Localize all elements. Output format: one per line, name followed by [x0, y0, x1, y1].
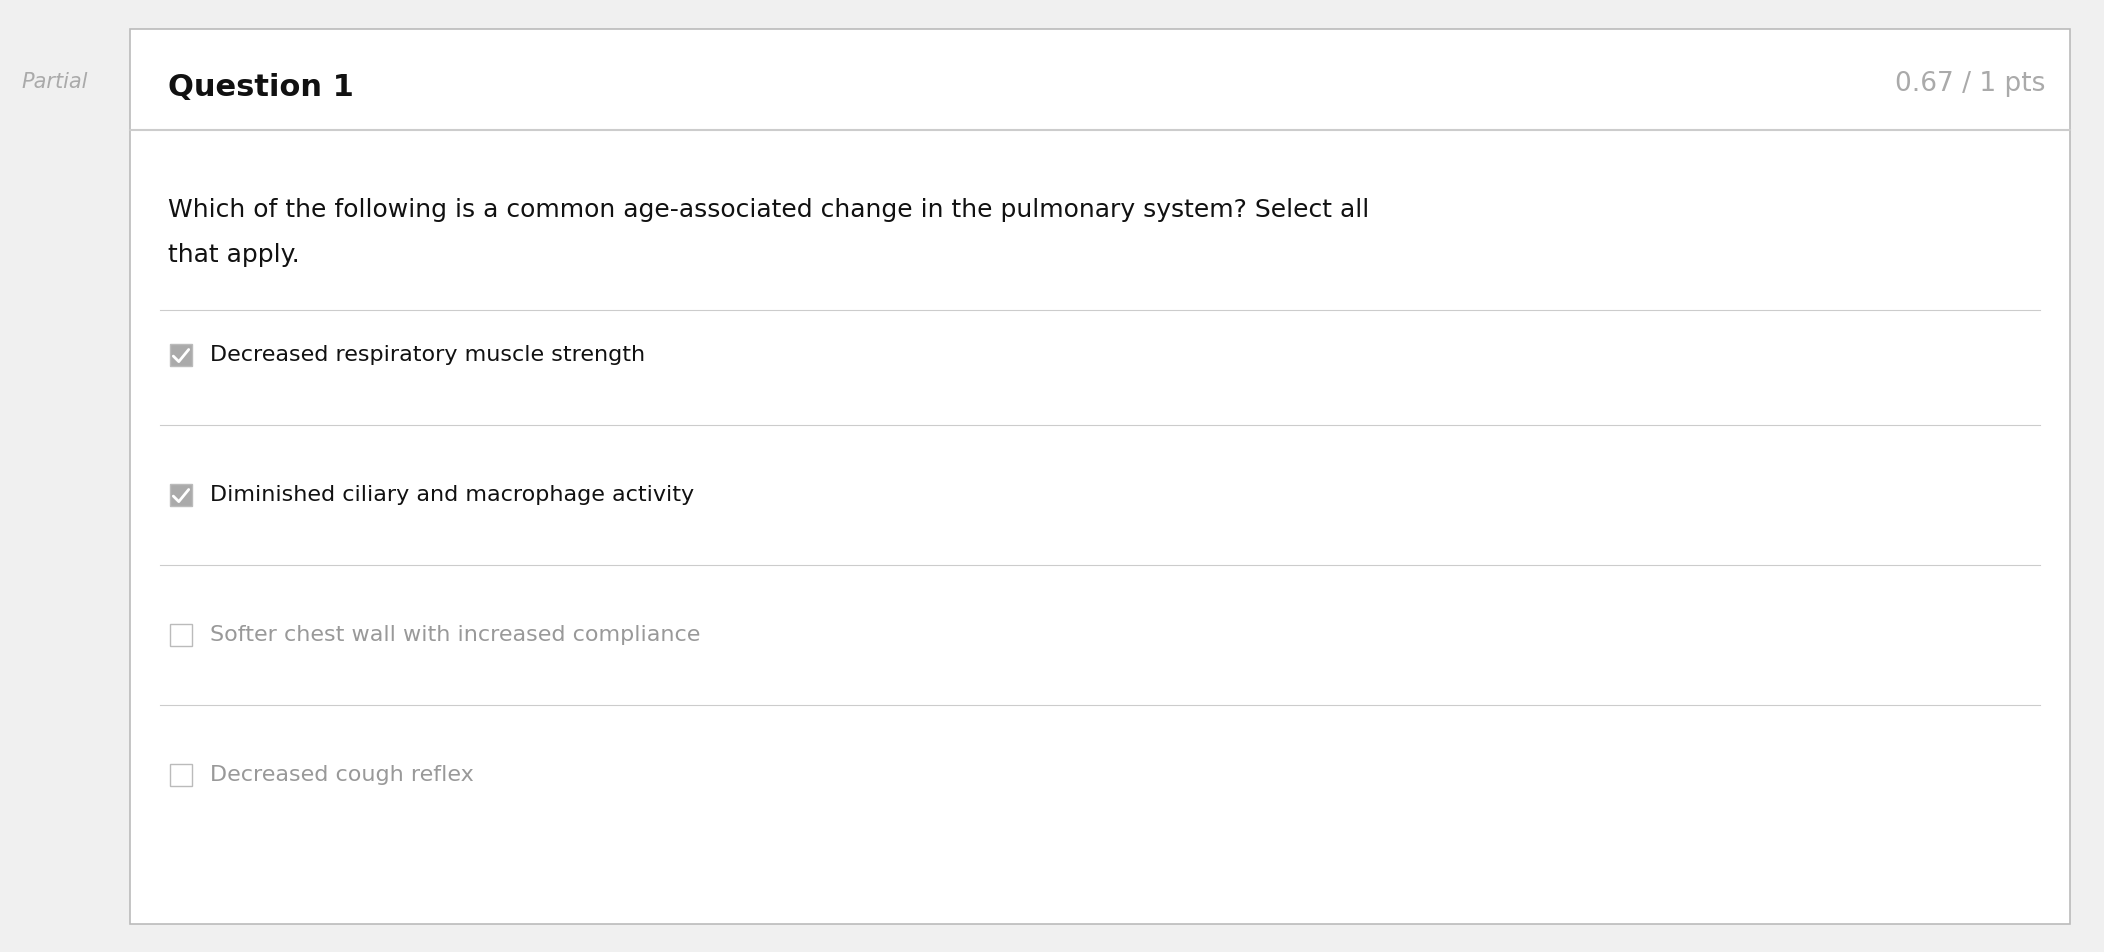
Text: Question 1: Question 1	[168, 73, 353, 103]
Text: Decreased respiratory muscle strength: Decreased respiratory muscle strength	[210, 345, 646, 365]
Text: Softer chest wall with increased compliance: Softer chest wall with increased complia…	[210, 625, 701, 645]
Bar	[170, 624, 191, 646]
Bar	[170, 344, 191, 366]
Text: Decreased cough reflex: Decreased cough reflex	[210, 765, 473, 785]
Text: that apply.: that apply.	[168, 243, 299, 267]
Text: 0.67 / 1 pts: 0.67 / 1 pts	[1894, 71, 2045, 97]
Bar	[170, 764, 191, 786]
Bar	[170, 484, 191, 506]
Text: Which of the following is a common age-associated change in the pulmonary system: Which of the following is a common age-a…	[168, 198, 1370, 222]
Text: Diminished ciliary and macrophage activity: Diminished ciliary and macrophage activi…	[210, 485, 694, 505]
Text: Partial: Partial	[21, 72, 88, 92]
